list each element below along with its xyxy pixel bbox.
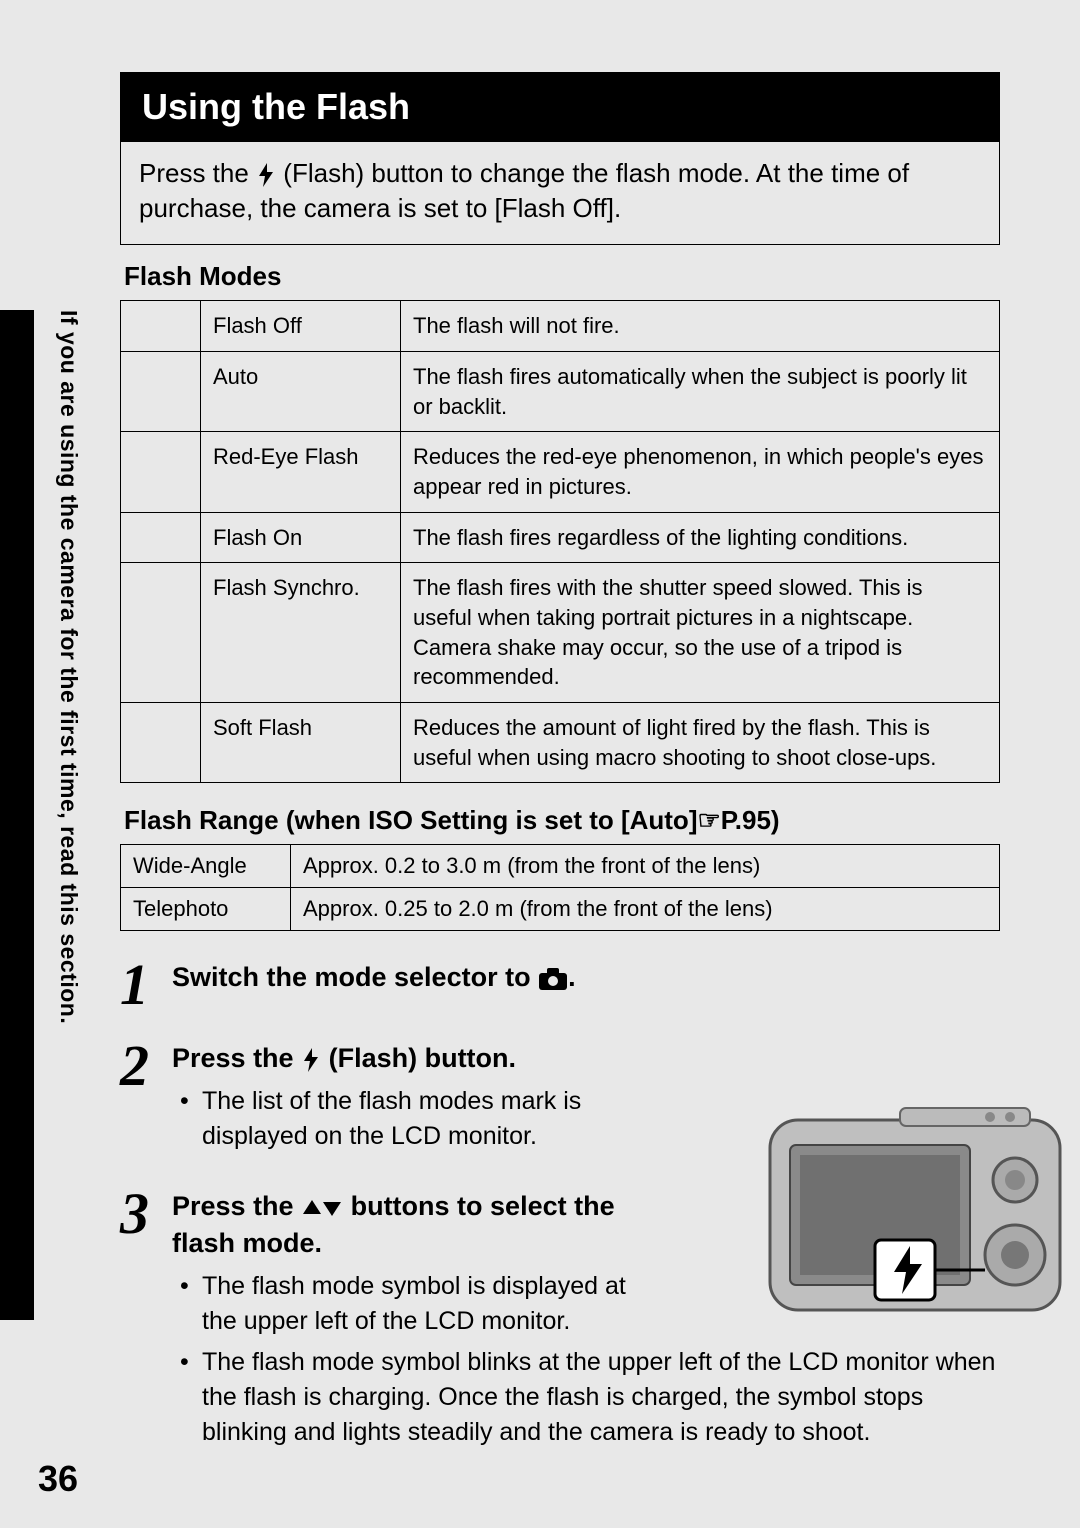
- step-3-bullets-cont: The flash mode symbol blinks at the uppe…: [172, 1345, 1000, 1450]
- table-row: Wide-AngleApprox. 0.2 to 3.0 m (from the…: [121, 845, 1000, 888]
- table-row: Flash Synchro.The flash fires with the s…: [121, 563, 1000, 703]
- up-down-icon: [301, 1196, 343, 1220]
- step-1-title-pre: Switch the mode selector to: [172, 962, 538, 992]
- camera-illustration: [760, 1090, 1080, 1330]
- mode-desc-cell: The flash fires regardless of the lighti…: [401, 512, 1000, 563]
- step-number: 2: [120, 1040, 172, 1092]
- step-1: 1 Switch the mode selector to .: [120, 959, 1000, 1011]
- flash-icon: [301, 1047, 321, 1073]
- mode-name-cell: Flash Synchro.: [201, 563, 401, 703]
- mode-name-cell: Flash On: [201, 512, 401, 563]
- list-item: The list of the flash modes mark is disp…: [202, 1084, 660, 1154]
- mode-desc-cell: Reduces the red-eye phenomenon, in which…: [401, 432, 1000, 512]
- step-number: 3: [120, 1188, 172, 1240]
- step-3-title-pre: Press the: [172, 1191, 301, 1221]
- sidebar-label: If you are using the camera for the firs…: [52, 310, 82, 1320]
- flash-modes-heading: Flash Modes: [124, 261, 1000, 292]
- flash-range-table: Wide-AngleApprox. 0.2 to 3.0 m (from the…: [120, 844, 1000, 931]
- table-row: Flash OffThe flash will not fire.: [121, 301, 1000, 352]
- range-name-cell: Telephoto: [121, 888, 291, 931]
- flash-range-heading: Flash Range (when ISO Setting is set to …: [124, 805, 1000, 836]
- range-value-cell: Approx. 0.25 to 2.0 m (from the front of…: [291, 888, 1000, 931]
- step-1-title-post: .: [568, 962, 576, 992]
- step-1-title: Switch the mode selector to .: [172, 959, 1000, 995]
- mode-name-cell: Auto: [201, 351, 401, 431]
- mode-icon-cell: [121, 563, 201, 703]
- table-row: TelephotoApprox. 0.25 to 2.0 m (from the…: [121, 888, 1000, 931]
- mode-desc-cell: The flash fires automatically when the s…: [401, 351, 1000, 431]
- table-row: Soft FlashReduces the amount of light fi…: [121, 703, 1000, 783]
- mode-name-cell: Red-Eye Flash: [201, 432, 401, 512]
- step-2-title-mid: (Flash) button.: [321, 1043, 516, 1073]
- mode-icon-cell: [121, 512, 201, 563]
- mode-icon-cell: [121, 301, 201, 352]
- list-item: The flash mode symbol is displayed at th…: [202, 1269, 660, 1339]
- flash-icon: [256, 162, 276, 188]
- mode-name-cell: Flash Off: [201, 301, 401, 352]
- camera-icon: [538, 967, 568, 991]
- step-3-title: Press the buttons to select the flash mo…: [172, 1188, 660, 1261]
- page-title: Using the Flash: [120, 72, 1000, 142]
- table-row: Red-Eye FlashReduces the red-eye phenome…: [121, 432, 1000, 512]
- step-2-title: Press the (Flash) button.: [172, 1040, 660, 1076]
- intro-text: Press the (Flash) button to change the f…: [120, 142, 1000, 245]
- mode-icon-cell: [121, 351, 201, 431]
- range-name-cell: Wide-Angle: [121, 845, 291, 888]
- page: If you are using the camera for the firs…: [0, 0, 1080, 1528]
- mode-name-cell: Soft Flash: [201, 703, 401, 783]
- step-2-bullets: The list of the flash modes mark is disp…: [172, 1084, 660, 1154]
- mode-desc-cell: The flash fires with the shutter speed s…: [401, 563, 1000, 703]
- mode-desc-cell: Reduces the amount of light fired by the…: [401, 703, 1000, 783]
- range-value-cell: Approx. 0.2 to 3.0 m (from the front of …: [291, 845, 1000, 888]
- step-3: 3 Press the buttons to select the flash …: [120, 1188, 660, 1345]
- step-number: 1: [120, 959, 172, 1011]
- mode-desc-cell: The flash will not fire.: [401, 301, 1000, 352]
- step-2: 2 Press the (Flash) button. The list of …: [120, 1040, 660, 1160]
- step-3-bullets: The flash mode symbol is displayed at th…: [172, 1269, 660, 1339]
- page-number: 36: [38, 1458, 78, 1500]
- table-row: AutoThe flash fires automatically when t…: [121, 351, 1000, 431]
- mode-icon-cell: [121, 432, 201, 512]
- list-item: The flash mode symbol blinks at the uppe…: [202, 1345, 1000, 1450]
- mode-icon-cell: [121, 703, 201, 783]
- step-2-title-pre: Press the: [172, 1043, 301, 1073]
- side-tab: [0, 310, 34, 1320]
- table-row: Flash OnThe flash fires regardless of th…: [121, 512, 1000, 563]
- flash-modes-table: Flash OffThe flash will not fire.AutoThe…: [120, 300, 1000, 783]
